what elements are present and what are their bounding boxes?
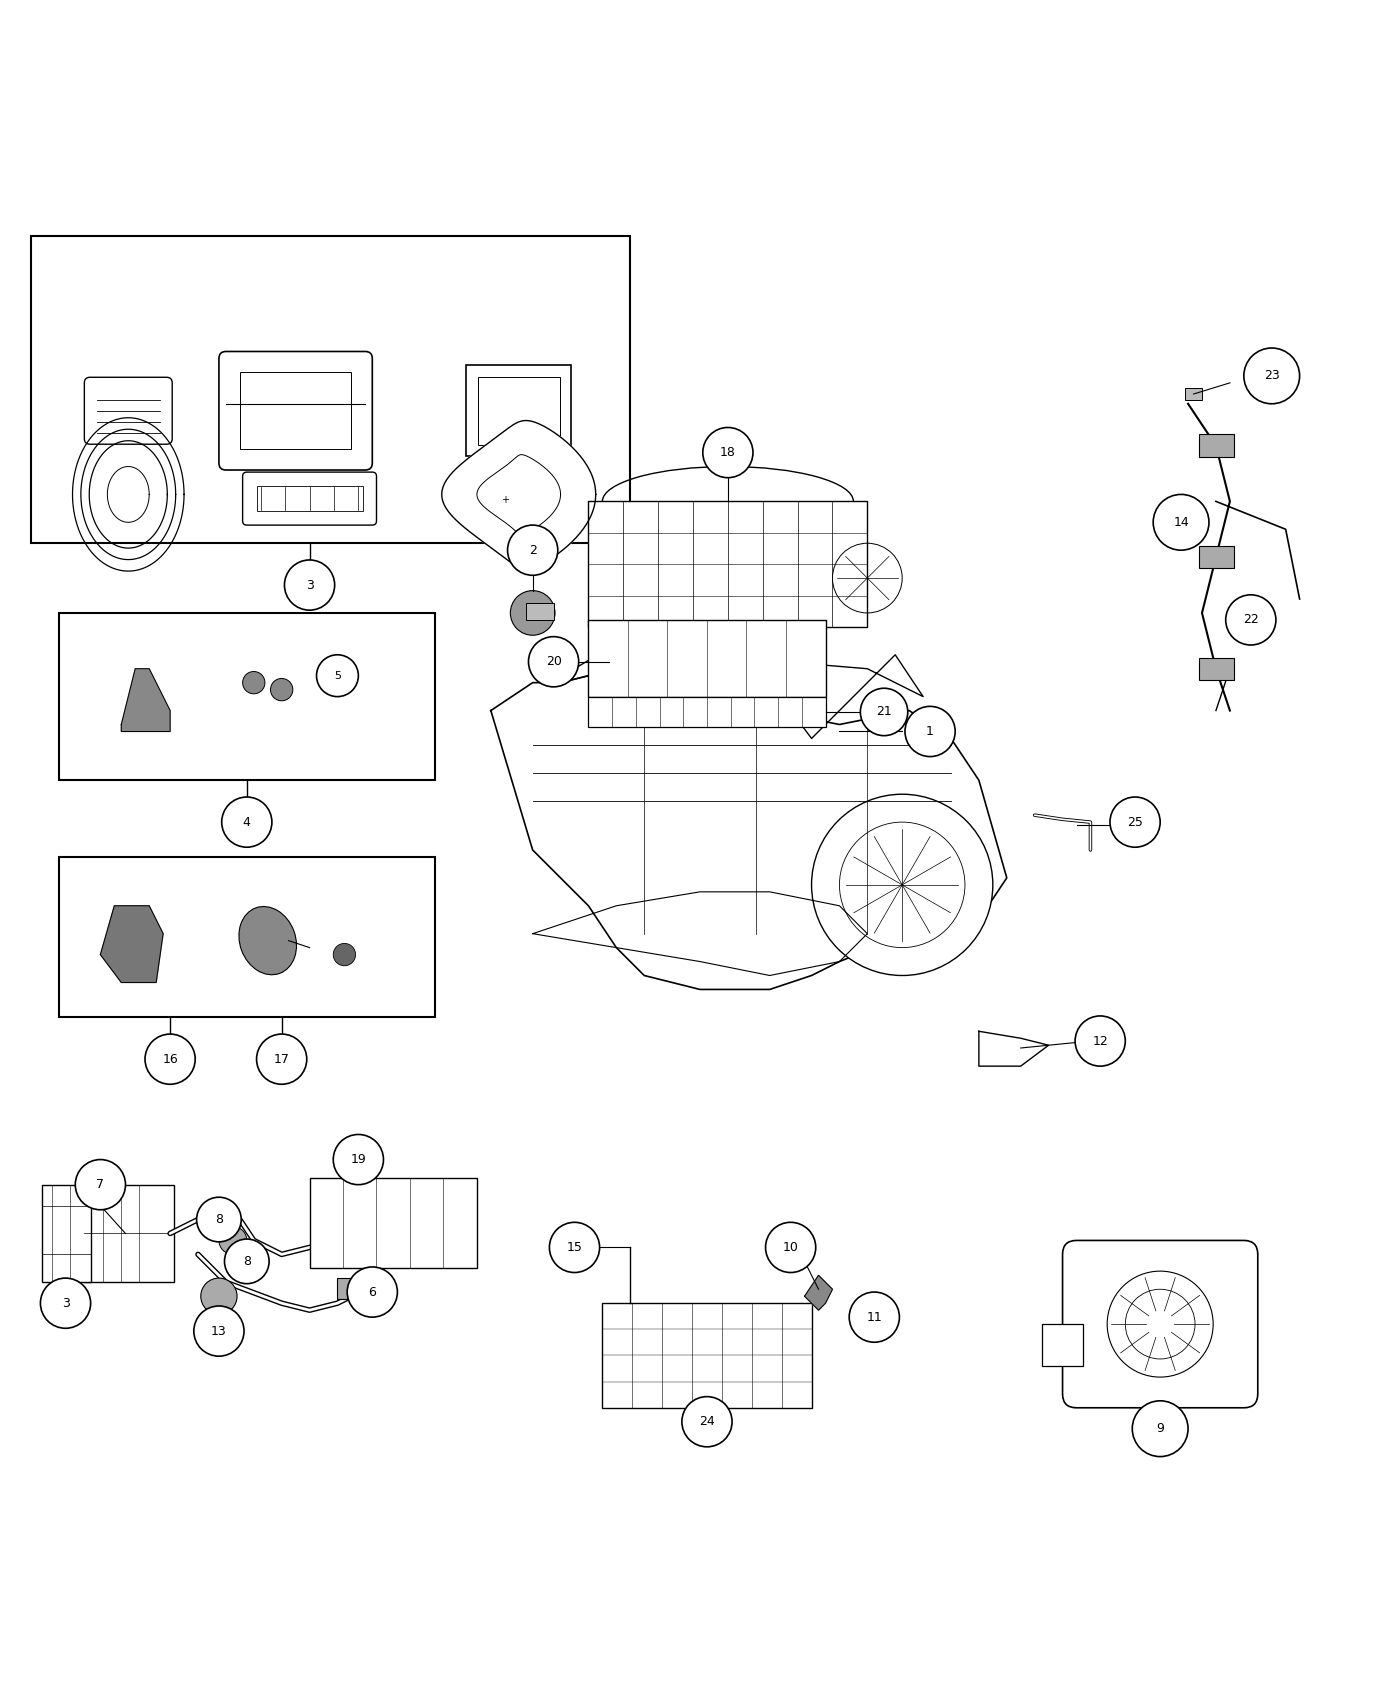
Bar <box>1200 546 1233 568</box>
Circle shape <box>284 559 335 610</box>
Text: 23: 23 <box>1264 369 1280 382</box>
Text: 8: 8 <box>242 1255 251 1268</box>
Circle shape <box>682 1397 732 1447</box>
Circle shape <box>41 1278 91 1328</box>
Text: 16: 16 <box>162 1052 178 1066</box>
Text: 6: 6 <box>368 1285 377 1299</box>
Text: 2: 2 <box>529 544 536 556</box>
Text: 7: 7 <box>97 1178 105 1192</box>
Text: 10: 10 <box>783 1241 798 1255</box>
Circle shape <box>224 1239 269 1284</box>
FancyBboxPatch shape <box>256 486 363 512</box>
Polygon shape <box>805 1275 833 1311</box>
Circle shape <box>316 654 358 697</box>
Text: 19: 19 <box>350 1153 367 1166</box>
Bar <box>84 1185 174 1282</box>
Bar <box>1186 388 1203 400</box>
Text: 21: 21 <box>876 706 892 719</box>
Circle shape <box>218 1226 246 1255</box>
Circle shape <box>508 525 557 575</box>
Polygon shape <box>122 668 171 731</box>
Circle shape <box>1133 1401 1189 1457</box>
Circle shape <box>850 1292 899 1343</box>
Bar <box>466 366 571 456</box>
Text: 5: 5 <box>335 672 342 680</box>
Circle shape <box>766 1222 816 1273</box>
Polygon shape <box>560 627 923 738</box>
Text: 3: 3 <box>62 1297 70 1309</box>
Circle shape <box>1243 348 1299 405</box>
Text: 25: 25 <box>1127 816 1142 828</box>
Text: 14: 14 <box>1173 515 1189 529</box>
Polygon shape <box>979 1032 1049 1066</box>
Text: 13: 13 <box>211 1324 227 1338</box>
Bar <box>588 697 826 728</box>
Text: 24: 24 <box>699 1414 715 1428</box>
Circle shape <box>1226 595 1275 644</box>
Text: 22: 22 <box>1243 614 1259 626</box>
Bar <box>525 604 553 620</box>
Bar <box>1200 658 1233 680</box>
FancyBboxPatch shape <box>84 377 172 444</box>
FancyBboxPatch shape <box>1063 1241 1257 1408</box>
Text: 15: 15 <box>567 1241 582 1255</box>
Bar <box>337 1278 365 1299</box>
Bar <box>588 620 826 697</box>
Text: 11: 11 <box>867 1311 882 1324</box>
Polygon shape <box>491 668 1007 989</box>
Text: 8: 8 <box>216 1214 223 1226</box>
Circle shape <box>347 1266 398 1318</box>
Bar <box>59 614 435 780</box>
Circle shape <box>200 1278 237 1314</box>
Bar <box>59 857 435 1017</box>
Text: 12: 12 <box>1092 1035 1107 1047</box>
FancyBboxPatch shape <box>242 473 377 525</box>
Polygon shape <box>442 420 595 568</box>
Circle shape <box>193 1306 244 1357</box>
Polygon shape <box>101 906 164 983</box>
Circle shape <box>1110 797 1161 847</box>
Text: 18: 18 <box>720 445 736 459</box>
Text: 9: 9 <box>1156 1423 1165 1435</box>
Circle shape <box>242 672 265 694</box>
Circle shape <box>196 1197 241 1241</box>
Circle shape <box>146 1034 195 1085</box>
Circle shape <box>549 1222 599 1273</box>
Bar <box>602 1304 812 1408</box>
Bar <box>1042 1324 1084 1365</box>
Circle shape <box>1075 1017 1126 1066</box>
Text: 20: 20 <box>546 654 561 668</box>
Circle shape <box>333 944 356 966</box>
Circle shape <box>812 794 993 976</box>
Circle shape <box>221 797 272 847</box>
Text: 4: 4 <box>242 816 251 828</box>
Bar <box>42 1185 91 1282</box>
Polygon shape <box>532 892 868 976</box>
Circle shape <box>511 590 554 636</box>
Text: +: + <box>501 495 508 505</box>
Circle shape <box>528 636 578 687</box>
Circle shape <box>904 707 955 756</box>
Text: 1: 1 <box>927 724 934 738</box>
Bar <box>1200 435 1233 457</box>
Circle shape <box>703 427 753 478</box>
Bar <box>31 236 630 544</box>
Ellipse shape <box>239 906 297 974</box>
Polygon shape <box>477 454 560 534</box>
Circle shape <box>333 1134 384 1185</box>
Circle shape <box>76 1159 126 1210</box>
Circle shape <box>861 688 907 736</box>
FancyBboxPatch shape <box>218 352 372 469</box>
Text: 17: 17 <box>274 1052 290 1066</box>
Circle shape <box>256 1034 307 1085</box>
Circle shape <box>270 678 293 700</box>
Circle shape <box>1154 495 1210 551</box>
Bar <box>477 377 560 445</box>
FancyBboxPatch shape <box>239 372 351 449</box>
Bar <box>588 502 868 627</box>
Text: 3: 3 <box>305 578 314 592</box>
Bar <box>309 1178 477 1268</box>
Circle shape <box>232 1255 260 1282</box>
